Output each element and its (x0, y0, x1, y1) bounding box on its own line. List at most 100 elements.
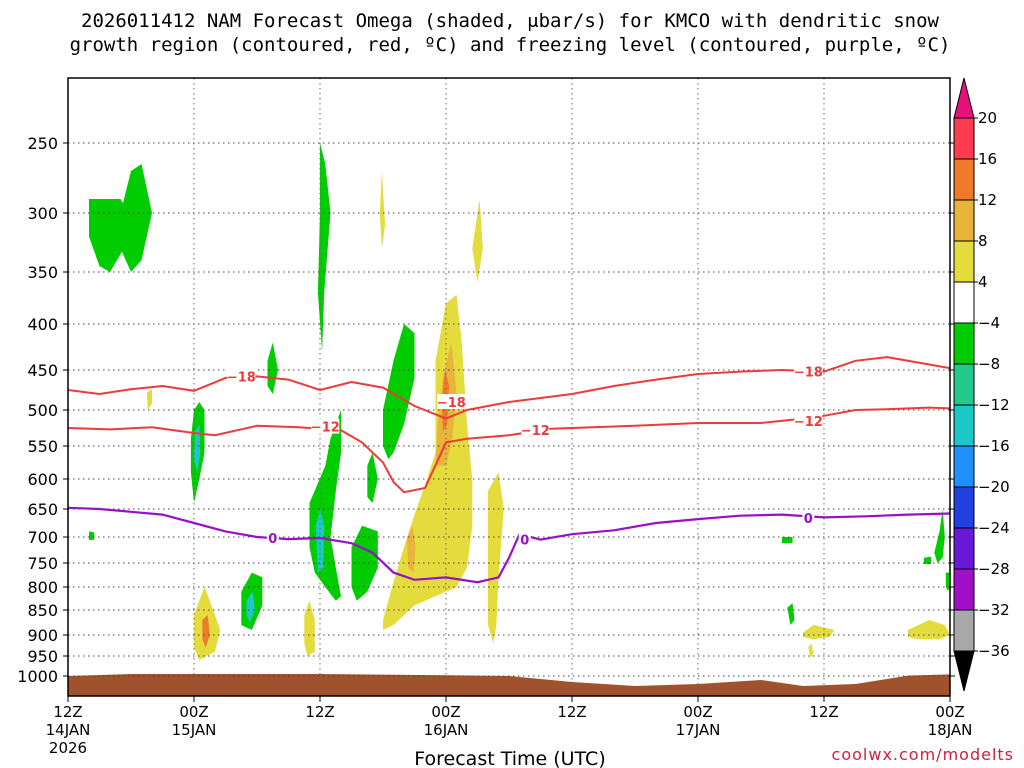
contours: −18 −18 −18 −12 −12 −12 0 0 0 (68, 356, 950, 584)
omega-region (202, 615, 210, 648)
x-axis-label: Forecast Time (UTC) (414, 748, 605, 768)
colorbar-swatch (953, 117, 975, 160)
colorbar-swatch (953, 158, 975, 201)
contour-label-bg (794, 412, 823, 428)
omega-region (782, 537, 793, 544)
colorbar-swatch (953, 609, 975, 652)
omega-region (383, 324, 415, 460)
plot-background (68, 78, 950, 696)
x-tick-label: 18JAN (928, 721, 973, 739)
y-tick-label: 900 (27, 626, 58, 645)
omega-region (379, 171, 386, 249)
y-tick-label: 550 (27, 437, 58, 456)
omega-region (934, 509, 945, 563)
colorbar-swatch (953, 240, 975, 283)
contour-label: −12 (311, 421, 340, 436)
x-tick-label: 12Z (305, 703, 334, 721)
x-tick-label: 12Z (809, 703, 838, 721)
colorbar-label: 20 (978, 109, 997, 127)
y-tick-label: 750 (27, 554, 58, 573)
colorbar-label: 12 (978, 191, 997, 209)
omega-region (267, 342, 278, 394)
grid (67, 78, 951, 696)
y-tick-label: 400 (27, 315, 58, 334)
colorbar-label: −16 (978, 437, 1010, 455)
plot-area: −18 −18 −18 −12 −12 −12 0 0 0 (67, 77, 951, 697)
x-tick-label: 14JAN (46, 721, 91, 739)
omega-region (472, 199, 483, 283)
freezing-level-contour (68, 506, 950, 584)
contour-label-bg (266, 530, 279, 545)
omega-region (803, 625, 835, 640)
colorbar-label: −12 (978, 396, 1010, 414)
y-tick-label: 1000 (17, 667, 58, 686)
y-tick-label: 600 (27, 470, 58, 489)
contour-label: −18 (794, 366, 823, 381)
omega-region (89, 531, 95, 541)
x-tick-label: 12Z (53, 703, 82, 721)
x-tick-label: 12Z (557, 703, 586, 721)
y-tick-label: 250 (27, 134, 58, 153)
colorbar-label: −20 (978, 478, 1010, 496)
omega-region (315, 509, 325, 573)
contour-label-bg (227, 368, 256, 384)
ground-layer (68, 674, 950, 696)
omega-region (787, 603, 795, 625)
credit-text: coolwx.com/modelts (832, 745, 1014, 764)
x-tick-label: 16JAN (424, 721, 469, 739)
x-tick-label: 00Z (179, 703, 208, 721)
colorbar-label: 16 (978, 150, 997, 168)
colorbar-label: −24 (978, 519, 1010, 537)
contour-label: 0 (804, 512, 813, 527)
contour-label: −12 (521, 424, 550, 439)
colorbar-label: 4 (978, 273, 988, 291)
colorbar-swatch (953, 568, 975, 611)
contour-label: 0 (520, 534, 529, 549)
colorbar-label: −8 (978, 355, 1000, 373)
y-tick-label: 850 (27, 601, 58, 620)
colorbar-bottom-arrow (953, 650, 975, 692)
plot-frame (67, 77, 951, 697)
omega-shading (89, 143, 950, 660)
colorbar-top-arrow (953, 77, 975, 119)
omega-region (317, 143, 331, 352)
y-tick-label: 450 (27, 361, 58, 380)
omega-region (945, 572, 950, 591)
omega-region (246, 591, 255, 623)
colorbar-swatch (953, 445, 975, 488)
x-tick-label: 00Z (683, 703, 712, 721)
x-tick-label: 17JAN (676, 721, 721, 739)
contour-label-bg (521, 422, 550, 438)
colorbar: 20 16 12 8 4 −4 −8 −12 −16 −20 −24 −28 −32 −36 (953, 77, 1010, 692)
contour-label-bg (802, 510, 815, 525)
colorbar-swatch (953, 404, 975, 447)
omega-region (488, 472, 504, 644)
contour-label: −18 (227, 370, 256, 385)
omega-region (923, 556, 932, 564)
colorbar-label: −32 (978, 601, 1010, 619)
contour-label: −18 (437, 396, 466, 411)
omega-region (120, 164, 152, 272)
colorbar-swatch (953, 527, 975, 570)
colorbar-label: −28 (978, 560, 1010, 578)
omega-region (146, 389, 152, 410)
y-tick-label: 350 (27, 263, 58, 282)
omega-region (194, 424, 201, 473)
contour-label: 0 (268, 532, 277, 547)
ground-surface (68, 674, 950, 696)
y-axis-ticks: 250 300 350 400 450 500 550 600 650 700 750 800 850 9… (17, 134, 955, 686)
y-tick-label: 700 (27, 528, 58, 547)
colorbar-swatch (953, 363, 975, 406)
x-tick-label: 00Z (431, 703, 460, 721)
x-tick-label: 2026 (49, 739, 87, 757)
contour-label-bg (794, 363, 823, 379)
omega-region (908, 620, 950, 640)
omega-region (808, 643, 814, 658)
contour-label-bg (311, 418, 340, 434)
contour-label-bg (518, 531, 531, 547)
colorbar-label: 8 (978, 232, 988, 250)
x-tick-label: 00Z (935, 703, 964, 721)
colorbar-label: −36 (978, 642, 1010, 660)
